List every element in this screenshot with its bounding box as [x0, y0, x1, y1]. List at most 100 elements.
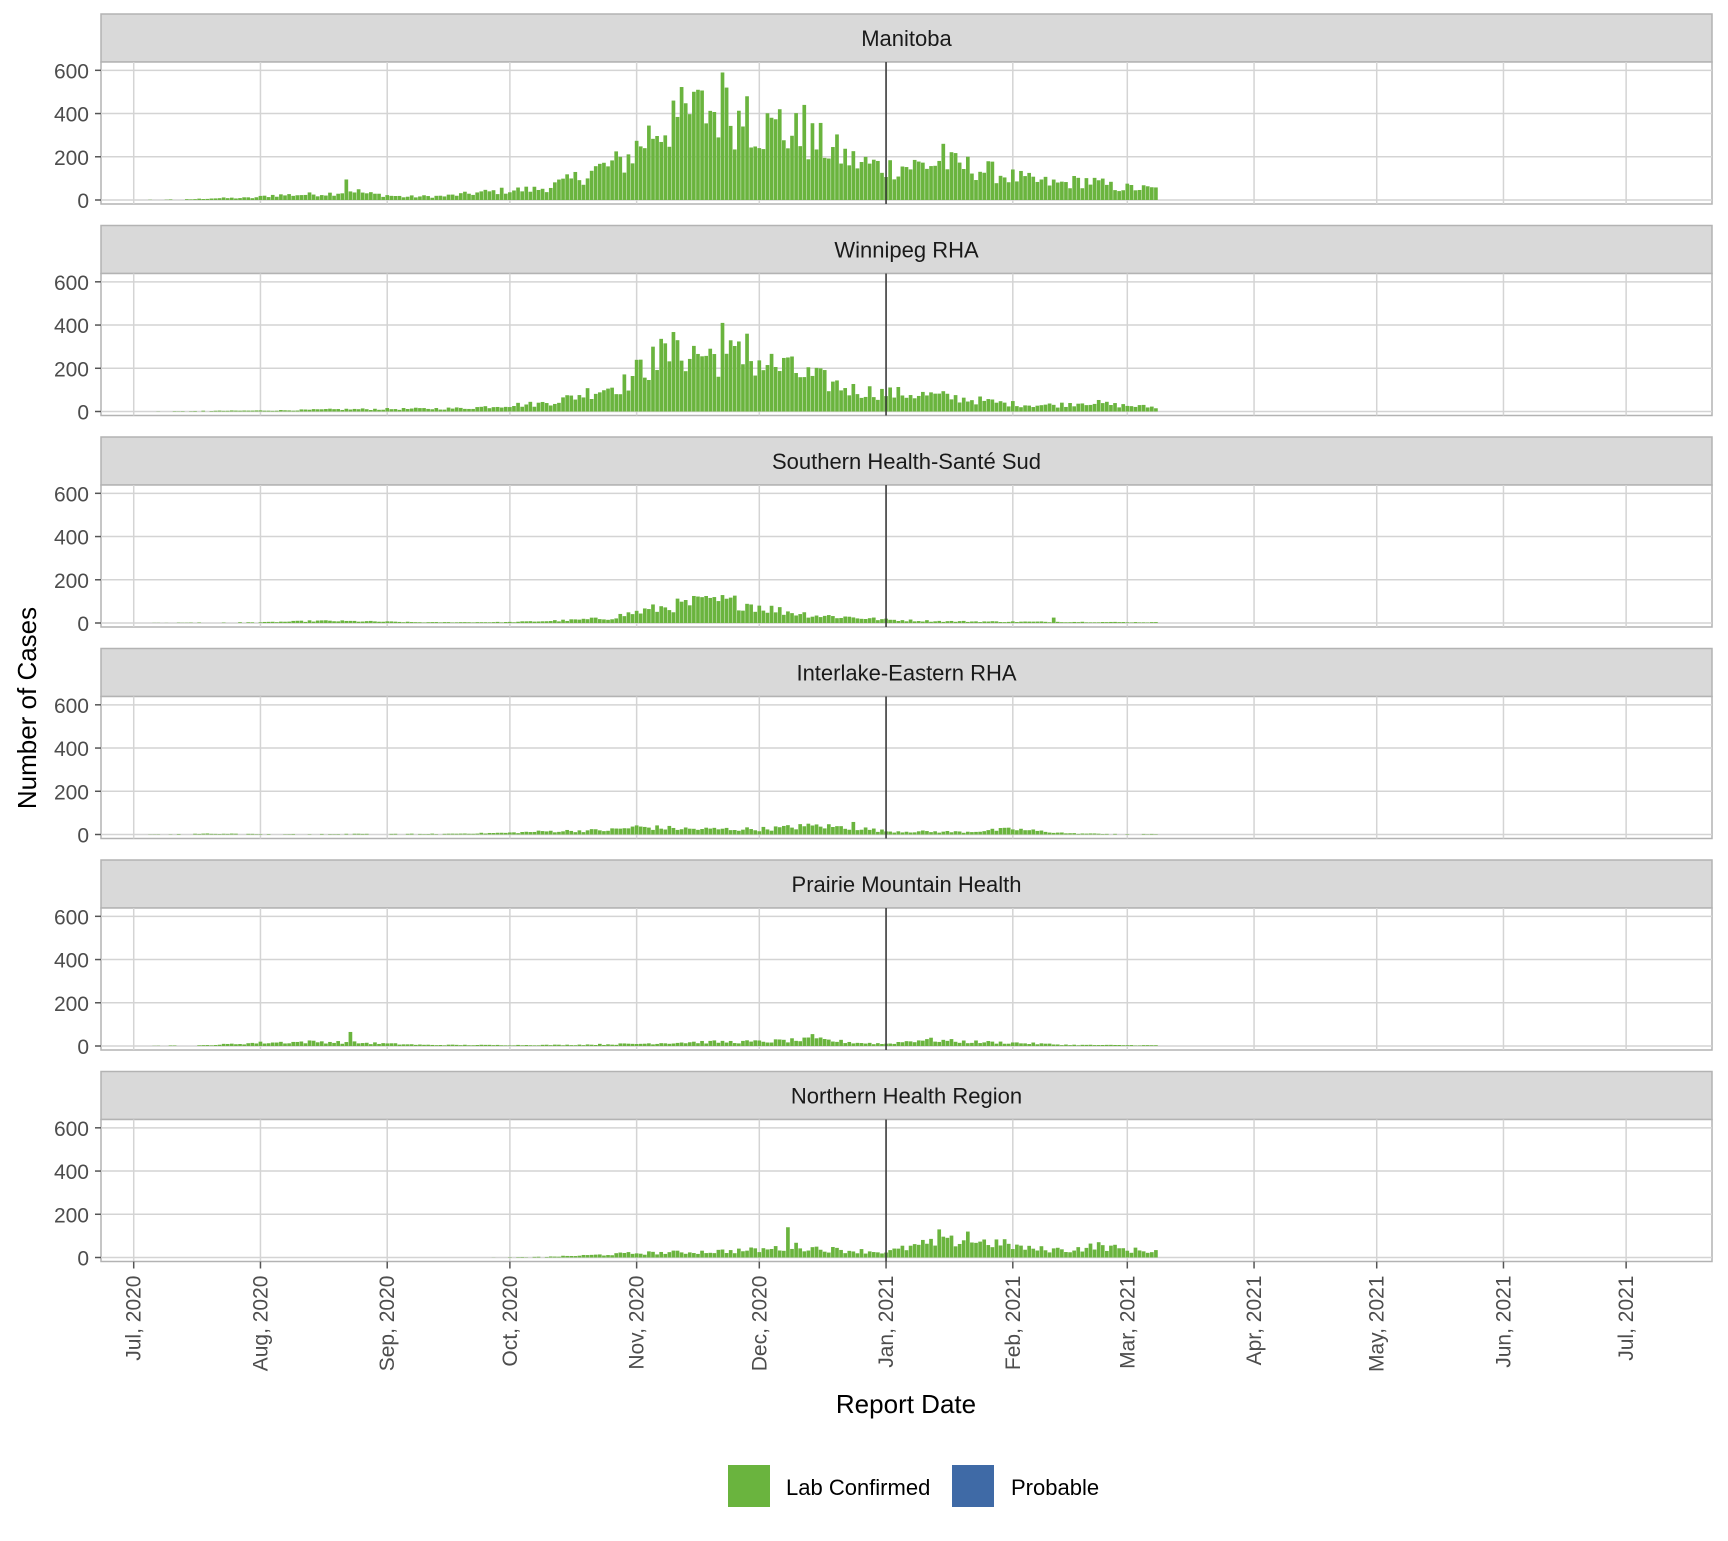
- bar: [553, 832, 557, 834]
- bar: [573, 172, 577, 200]
- bar: [455, 834, 459, 835]
- bar: [688, 605, 692, 623]
- bar: [1023, 176, 1027, 200]
- bar: [508, 832, 512, 834]
- bar: [860, 398, 864, 412]
- bar: [721, 72, 725, 200]
- bar: [430, 1045, 434, 1046]
- bar: [839, 618, 843, 623]
- bar: [909, 169, 913, 200]
- bar: [590, 618, 594, 623]
- bar: [1117, 407, 1121, 411]
- bar: [1134, 1248, 1138, 1258]
- bar: [312, 1041, 316, 1046]
- bar: [484, 834, 488, 835]
- bar: [316, 621, 320, 623]
- bar: [1080, 622, 1084, 623]
- bar: [394, 1043, 398, 1046]
- bar: [484, 1045, 488, 1046]
- bar: [1068, 622, 1072, 623]
- bar: [757, 1252, 761, 1257]
- bar: [344, 621, 348, 623]
- panel-plot-area: [101, 1120, 1712, 1262]
- bar: [357, 622, 361, 623]
- bar: [868, 830, 872, 835]
- bar: [381, 410, 385, 412]
- bar: [896, 387, 900, 411]
- bar: [349, 1032, 353, 1046]
- bar: [1019, 1043, 1023, 1046]
- bar: [610, 619, 614, 623]
- bar: [369, 1044, 373, 1046]
- bar: [970, 622, 974, 624]
- bar: [717, 601, 721, 623]
- bar: [365, 1043, 369, 1046]
- bar: [1154, 187, 1158, 200]
- bar: [279, 622, 283, 623]
- bar: [643, 378, 647, 412]
- bar: [1044, 622, 1048, 623]
- bar: [823, 1039, 827, 1046]
- bar: [790, 613, 794, 623]
- bar: [537, 403, 541, 412]
- bar: [582, 832, 586, 834]
- bar: [827, 391, 831, 411]
- bar: [1154, 408, 1158, 411]
- bar: [827, 615, 831, 623]
- bar: [954, 395, 958, 411]
- bar: [876, 161, 880, 200]
- bar: [496, 1045, 500, 1046]
- bar: [794, 113, 798, 200]
- x-tick-label: Jun, 2021: [1492, 1276, 1515, 1368]
- bar: [999, 1245, 1003, 1257]
- bar: [369, 621, 373, 623]
- bar: [1121, 622, 1125, 623]
- bar: [320, 834, 324, 835]
- bar: [226, 198, 230, 200]
- bar: [631, 376, 635, 412]
- bar: [349, 621, 353, 623]
- bar: [594, 1255, 598, 1258]
- bar: [1134, 190, 1138, 200]
- bar: [684, 600, 688, 623]
- bar: [606, 1044, 610, 1046]
- bar: [524, 621, 528, 623]
- bar: [753, 612, 757, 623]
- bar: [537, 831, 541, 835]
- bar: [888, 1044, 892, 1046]
- facet-title: Manitoba: [861, 26, 952, 51]
- bar: [700, 356, 704, 411]
- bar: [655, 1254, 659, 1257]
- bar: [921, 392, 925, 412]
- bar: [847, 830, 851, 835]
- bar: [594, 1045, 598, 1046]
- bar: [888, 832, 892, 835]
- bar: [815, 616, 819, 623]
- bar: [807, 824, 811, 835]
- bar: [557, 180, 561, 200]
- bar: [745, 334, 749, 412]
- bar: [843, 617, 847, 623]
- bar: [1003, 403, 1007, 412]
- bar: [909, 620, 913, 623]
- bar: [512, 190, 516, 200]
- bar: [218, 198, 222, 200]
- bar: [508, 192, 512, 200]
- bar: [463, 622, 467, 623]
- bar: [700, 597, 704, 623]
- bar: [733, 596, 737, 623]
- bar: [590, 171, 594, 200]
- bar: [807, 367, 811, 411]
- bar: [304, 622, 308, 623]
- bar: [614, 394, 618, 411]
- bar: [896, 1249, 900, 1258]
- bar: [569, 831, 573, 835]
- bar: [729, 1250, 733, 1257]
- bar: [381, 1043, 385, 1046]
- bar: [545, 403, 549, 411]
- bar: [745, 827, 749, 834]
- bar: [475, 407, 479, 411]
- bar: [1023, 1043, 1027, 1046]
